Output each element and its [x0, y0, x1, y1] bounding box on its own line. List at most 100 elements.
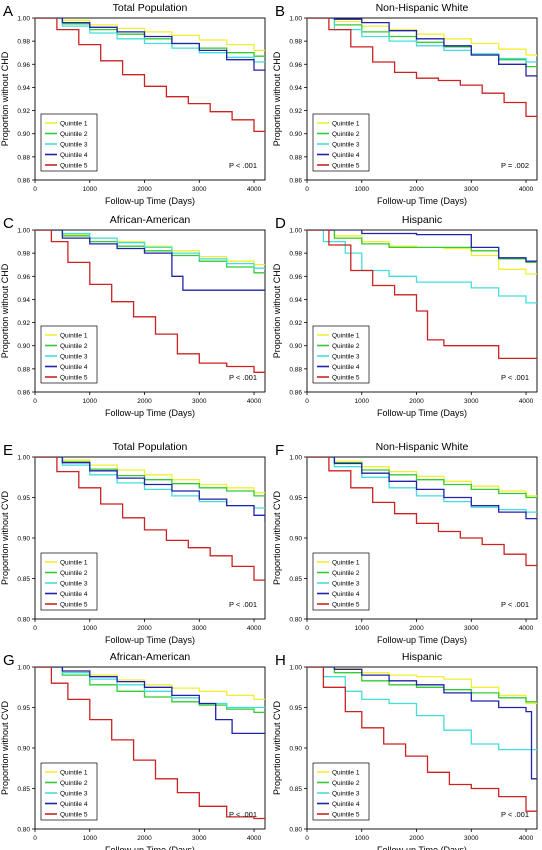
y-tick-label: 0.86	[289, 390, 302, 397]
panel-title: Non-Hispanic White	[376, 2, 469, 14]
legend-entry: Quintile 5	[60, 375, 88, 382]
panel-letter: G	[3, 652, 15, 669]
p-value: P < .001	[229, 161, 257, 170]
legend-entry: Quintile 4	[60, 591, 88, 598]
panel-title: African-American	[110, 214, 191, 226]
legend-entry: Quintile 2	[60, 570, 88, 577]
x-tick-label: 1000	[355, 835, 370, 842]
y-axis-label: Proportion without CHD	[0, 51, 10, 146]
series-line-quintile-1	[35, 230, 265, 266]
series-line-quintile-4	[35, 230, 265, 291]
x-tick-label: 2000	[409, 186, 424, 193]
y-tick-label: 0.94	[289, 85, 302, 92]
x-tick-label: 2000	[137, 186, 152, 193]
series-line-quintile-3	[307, 457, 537, 513]
x-tick-label: 4000	[247, 835, 262, 842]
series-line-quintile-3	[307, 667, 537, 751]
panel-b: B Non-Hispanic White 0.86 0.88 0.90 0.92 0.94 0…	[272, 2, 538, 206]
series-line-quintile-4	[307, 667, 537, 780]
x-tick-label: 2000	[409, 625, 424, 632]
series-line-quintile-3	[35, 457, 265, 509]
legend-entry: Quintile 3	[60, 791, 88, 798]
series-line-quintile-1	[307, 667, 537, 705]
y-tick-label: 0.96	[289, 274, 302, 281]
series-line-quintile-5	[35, 457, 265, 581]
x-axis-label: Follow-up Time (Days)	[377, 408, 467, 418]
legend: Quintile 1 Quintile 2 Quintile 3 Quintile 4…	[40, 552, 98, 611]
panel-title: Non-Hispanic White	[376, 441, 469, 453]
y-tick-label: 0.98	[289, 251, 302, 258]
series-line-quintile-3	[307, 230, 537, 304]
legend-entry: Quintile 3	[60, 142, 88, 149]
x-tick-label: 3000	[192, 186, 207, 193]
series-group	[35, 667, 265, 820]
legend-entry: Quintile 1	[332, 333, 360, 340]
panel-e: E Total Population 0.80 0.85 0.90 0.95 1.00 0 10…	[0, 441, 266, 645]
x-tick-label: 4000	[519, 625, 534, 632]
x-tick-label: 1000	[83, 398, 98, 405]
y-tick-label: 0.85	[289, 576, 302, 583]
x-tick-label: 3000	[192, 835, 207, 842]
legend-entry: Quintile 4	[332, 591, 360, 598]
plot-frame	[306, 17, 538, 181]
legend-entry: Quintile 2	[332, 343, 360, 350]
y-axis-label: Proportion without CVD	[0, 490, 10, 585]
x-axis-label: Follow-up Time (Days)	[105, 635, 195, 645]
x-tick-label: 3000	[464, 625, 479, 632]
x-tick-label: 0	[33, 398, 37, 405]
y-tick-label: 0.80	[17, 617, 30, 624]
y-tick-label: 1.00	[289, 228, 302, 235]
panel-letter: A	[3, 3, 13, 20]
legend: Quintile 1 Quintile 2 Quintile 3 Quintile 4…	[312, 552, 370, 611]
series-line-quintile-5	[307, 667, 537, 812]
y-tick-label: 0.80	[17, 827, 30, 834]
y-tick-label: 0.80	[289, 617, 302, 624]
x-tick-label: 4000	[519, 835, 534, 842]
y-axis-label: Proportion without CVD	[272, 490, 282, 585]
series-line-quintile-1	[307, 18, 537, 57]
series-line-quintile-2	[35, 457, 265, 497]
legend-entry: Quintile 1	[60, 333, 88, 340]
legend-entry: Quintile 5	[332, 602, 360, 609]
y-tick-label: 0.85	[289, 786, 302, 793]
y-tick-label: 0.90	[289, 131, 302, 138]
panel-d: D Hispanic 0.86 0.88 0.90 0.92 0.94 0.96 0.98 1.0…	[272, 214, 538, 418]
legend-entry: Quintile 5	[332, 163, 360, 170]
series-line-quintile-3	[307, 18, 537, 63]
series-line-quintile-3	[35, 230, 265, 270]
legend-entry: Quintile 5	[60, 602, 88, 609]
y-tick-label: 1.00	[289, 455, 302, 462]
x-tick-label: 0	[305, 835, 309, 842]
series-line-quintile-1	[35, 457, 265, 494]
x-tick-label: 2000	[137, 625, 152, 632]
y-tick-label: 0.95	[17, 495, 30, 502]
panel-h: H Hispanic 0.80 0.85 0.90 0.95 1.00 0 1000 2000 30…	[272, 651, 538, 850]
y-tick-label: 0.95	[289, 495, 302, 502]
series-line-quintile-2	[35, 18, 265, 58]
legend-entry: Quintile 3	[332, 142, 360, 149]
y-tick-label: 0.90	[289, 536, 302, 543]
series-line-quintile-5	[35, 667, 265, 820]
x-tick-label: 0	[33, 835, 37, 842]
x-tick-label: 2000	[409, 398, 424, 405]
p-value: P < .001	[501, 373, 529, 382]
legend-entry: Quintile 4	[332, 801, 360, 808]
legend-entry: Quintile 2	[60, 780, 88, 787]
x-tick-label: 2000	[409, 835, 424, 842]
series-line-quintile-2	[35, 667, 265, 714]
y-tick-label: 1.00	[17, 16, 30, 23]
legend-entry: Quintile 4	[332, 364, 360, 371]
panel-title: Hispanic	[402, 651, 442, 663]
panel-title: Hispanic	[402, 214, 442, 226]
legend-entry: Quintile 5	[60, 163, 88, 170]
x-tick-label: 1000	[355, 625, 370, 632]
x-axis-label: Follow-up Time (Days)	[105, 196, 195, 206]
y-tick-label: 0.86	[17, 178, 30, 185]
series-line-quintile-2	[35, 230, 265, 274]
panel-title: African-American	[110, 651, 191, 663]
x-tick-label: 1000	[83, 625, 98, 632]
panel-f: F Non-Hispanic White 0.80 0.85 0.90 0.95 1.00 0…	[272, 441, 538, 645]
y-tick-label: 0.95	[289, 705, 302, 712]
legend-entry: Quintile 2	[60, 343, 88, 350]
p-value: P < .001	[229, 810, 257, 819]
